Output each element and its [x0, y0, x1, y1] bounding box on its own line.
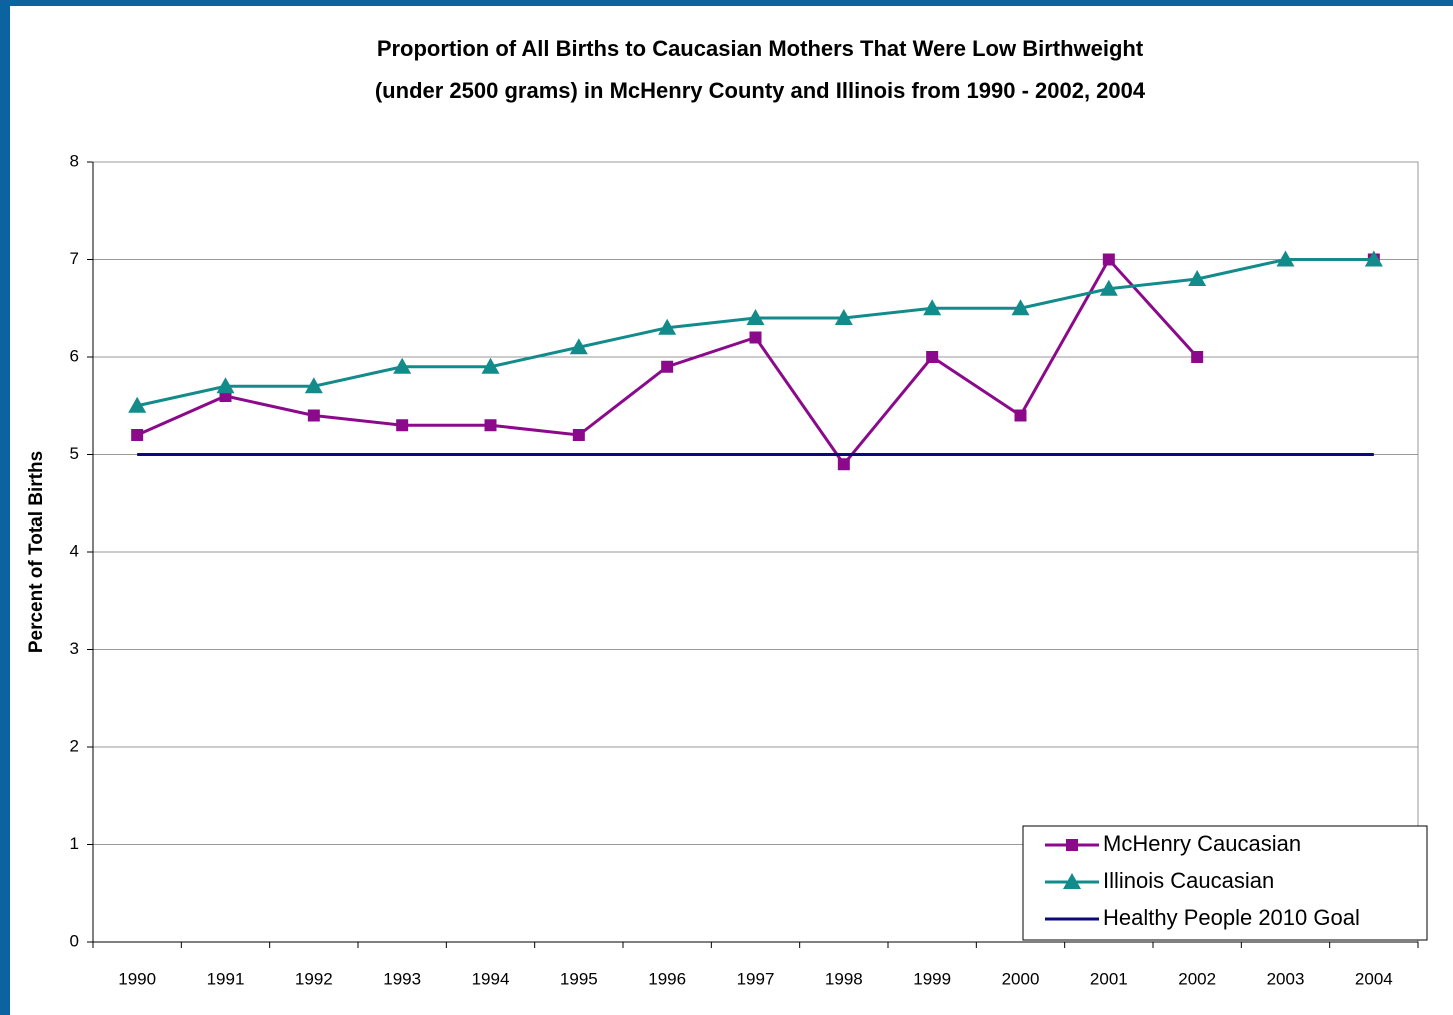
x-tick-label: 1997 [737, 969, 775, 988]
chart-title: (under 2500 grams) in McHenry County and… [375, 78, 1146, 103]
legend-label: McHenry Caucasian [1103, 831, 1301, 856]
marker [569, 338, 588, 355]
x-tick-label: 2002 [1178, 969, 1216, 988]
x-tick-label: 1998 [825, 969, 863, 988]
series-line [137, 260, 1374, 465]
marker [749, 331, 762, 344]
y-tick-label: 3 [70, 639, 79, 658]
marker [1011, 299, 1030, 316]
y-tick-label: 2 [70, 736, 79, 755]
marker [1066, 839, 1078, 851]
y-tick-label: 8 [70, 151, 79, 170]
x-tick-label: 1999 [913, 969, 951, 988]
marker [393, 357, 412, 374]
x-tick-label: 1995 [560, 969, 598, 988]
frame-top [0, 0, 1453, 6]
marker [926, 351, 939, 363]
y-tick-label: 1 [70, 834, 79, 853]
marker [923, 299, 942, 316]
y-tick-label: 5 [70, 444, 79, 463]
marker [304, 377, 323, 394]
marker [131, 429, 144, 441]
y-tick-label: 7 [70, 249, 79, 268]
marker [1014, 409, 1027, 422]
marker [834, 309, 853, 325]
legend: McHenry Caucasian Illinois Caucasian Healt… [1022, 825, 1428, 941]
marker [1063, 873, 1081, 889]
chart-title: Proportion of All Births to Caucasian Mo… [377, 36, 1144, 61]
y-tick-label: 6 [70, 346, 79, 365]
marker [216, 377, 235, 394]
marker [396, 419, 409, 432]
x-tick-label: 2004 [1355, 969, 1393, 988]
frame-left [0, 0, 10, 1015]
x-tick-label: 2003 [1267, 969, 1305, 988]
x-tick-label: 2001 [1090, 969, 1128, 988]
x-tick-label: 1993 [383, 969, 421, 988]
legend-label: Illinois Caucasian [1103, 868, 1274, 893]
y-tick-label: 0 [70, 931, 79, 950]
x-tick-label: 1996 [648, 969, 686, 988]
x-tick-label: 2000 [1002, 969, 1040, 988]
marker [658, 318, 677, 335]
x-tick-label: 1992 [295, 969, 333, 988]
marker [746, 309, 765, 325]
marker [481, 357, 500, 374]
y-axis-label: Percent of Total Births [26, 451, 47, 653]
marker [128, 396, 147, 413]
marker [1102, 253, 1115, 266]
x-tick-label: 1990 [118, 969, 156, 988]
marker [1276, 250, 1295, 267]
marker [1099, 279, 1118, 296]
marker [1364, 250, 1383, 267]
marker [484, 419, 497, 432]
marker [1191, 351, 1204, 363]
marker [1188, 270, 1207, 286]
marker [837, 458, 850, 471]
y-tick-label: 4 [70, 541, 79, 560]
marker [661, 360, 674, 373]
x-tick-label: 1991 [207, 969, 245, 988]
marker [572, 429, 585, 441]
legend-label: Healthy People 2010 Goal [1103, 905, 1360, 930]
marker [307, 409, 320, 422]
x-tick-label: 1994 [472, 969, 510, 988]
